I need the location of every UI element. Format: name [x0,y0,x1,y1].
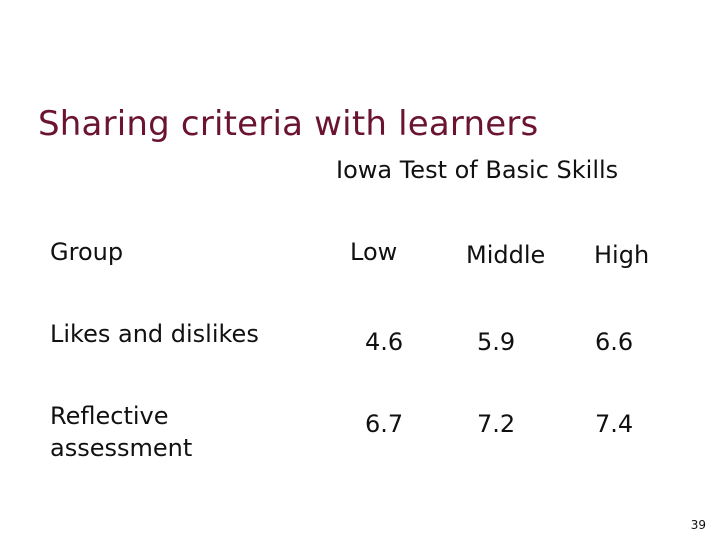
row-label-likes: Likes and dislikes [50,320,259,348]
table-subtitle: Iowa Test of Basic Skills [336,156,619,184]
row1-high: 6.6 [595,328,634,356]
row2-low: 6.7 [365,410,404,438]
row1-middle: 5.9 [477,328,516,356]
header-low: Low [350,238,398,266]
row1-low: 4.6 [365,328,404,356]
page-number: 39 [690,518,706,532]
row2-middle: 7.2 [477,410,516,438]
row2-high: 7.4 [595,410,634,438]
header-group: Group [50,238,124,266]
slide-title: Sharing criteria with learners [38,104,539,144]
header-middle: Middle [466,241,546,269]
row-label-reflective: Reflective assessment [50,402,193,462]
header-high: High [594,241,650,269]
